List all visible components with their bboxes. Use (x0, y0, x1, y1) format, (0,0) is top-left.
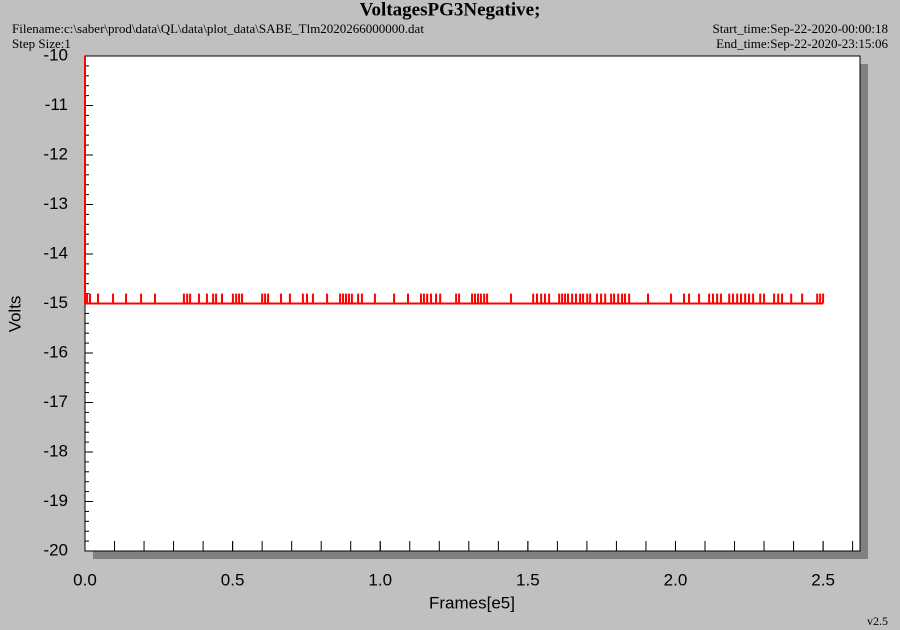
x-tick-label: 0.0 (73, 570, 97, 589)
y-tick-label: -10 (43, 45, 68, 64)
chart-title: VoltagesPG3Negative; (360, 0, 541, 20)
y-tick-label: -20 (43, 540, 68, 559)
y-tick-label: -14 (43, 243, 68, 262)
x-tick-label: 2.5 (811, 570, 835, 589)
y-tick-label: -13 (43, 194, 68, 213)
start-time: Start_time:Sep-22-2020-00:00:18 (713, 21, 888, 36)
y-tick-label: -17 (43, 392, 68, 411)
y-axis-label: Volts (5, 296, 24, 333)
step-size: Step Size:1 (12, 36, 71, 51)
x-tick-label: 2.0 (664, 570, 688, 589)
y-tick-label: -18 (43, 441, 68, 460)
y-tick-label: -15 (43, 293, 68, 312)
version: v2.5 (867, 614, 888, 628)
x-tick-label: 1.0 (368, 570, 392, 589)
x-tick-label: 1.5 (516, 570, 540, 589)
x-axis-label: Frames[e5] (429, 593, 515, 612)
y-tick-label: -12 (43, 144, 68, 163)
x-tick-label: 0.5 (221, 570, 245, 589)
y-tick-label: -11 (45, 95, 68, 114)
y-tick-label: -16 (43, 342, 68, 361)
end-time: End_time:Sep-22-2020-23:15:06 (716, 36, 888, 51)
y-tick-label: -19 (43, 491, 68, 510)
filename: Filename:c:\saber\prod\data\QL\data\plot… (12, 21, 424, 36)
